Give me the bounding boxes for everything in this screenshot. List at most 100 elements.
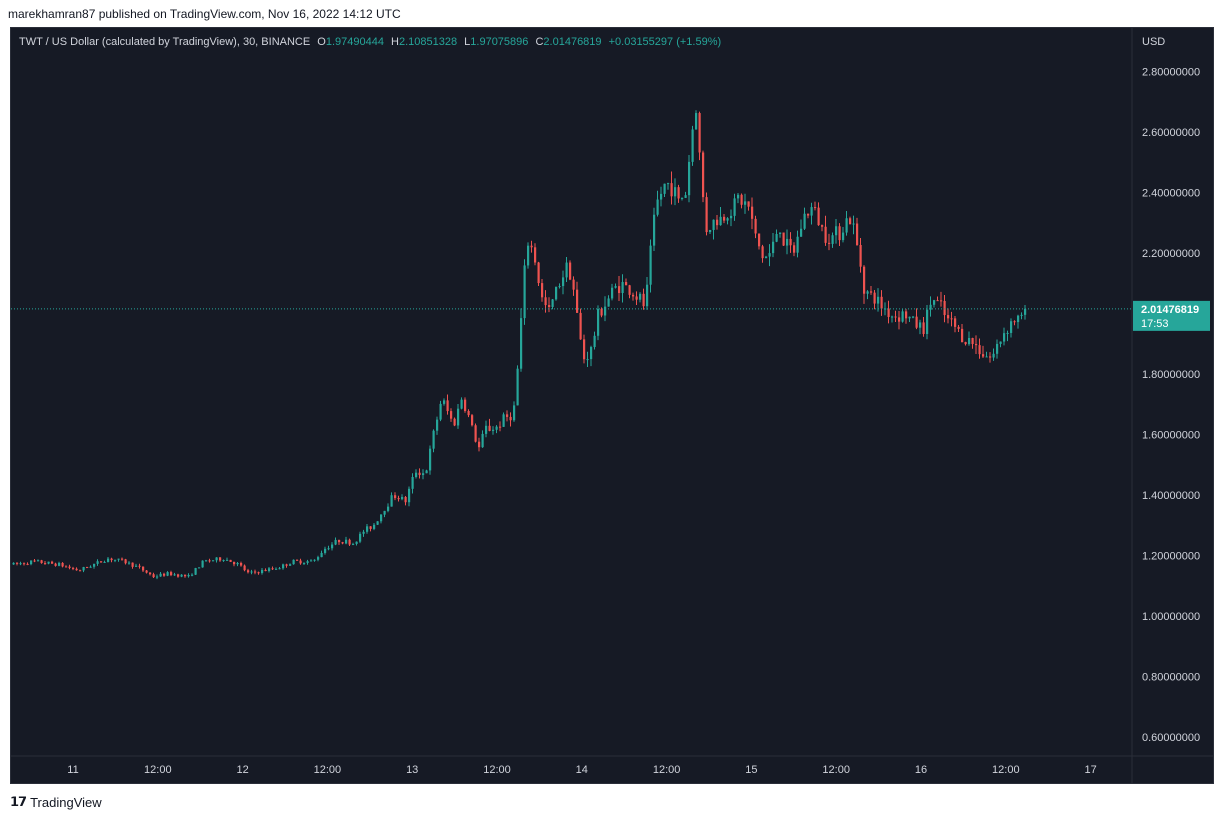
candle-body xyxy=(660,193,663,200)
candlestick-chart[interactable]: USD 2.80000000 2.60000000 2.40000000 2.20000… xyxy=(11,28,1213,783)
candle-body xyxy=(758,233,761,247)
candle-body xyxy=(502,414,505,427)
candle-body xyxy=(915,316,918,328)
y-tick-label: 1.00000000 xyxy=(1142,611,1200,623)
candle-body xyxy=(65,566,68,568)
candle-body xyxy=(191,574,194,576)
x-tick-label: 14 xyxy=(576,764,588,776)
candle-body xyxy=(348,539,351,545)
candle-body xyxy=(1017,315,1020,323)
candle-body xyxy=(138,565,141,567)
candle-body xyxy=(418,472,421,476)
candle-body xyxy=(114,559,117,561)
candle-body xyxy=(397,498,400,500)
candle-body xyxy=(628,285,631,295)
candle-body xyxy=(149,572,152,575)
last-price-value: 2.01476819 xyxy=(1141,304,1199,316)
open-label: O xyxy=(317,36,326,48)
candle-body xyxy=(894,316,897,318)
candle-body xyxy=(600,308,603,316)
candle-body xyxy=(863,266,866,294)
candle-body xyxy=(800,228,803,237)
candle-body xyxy=(334,539,337,545)
candle-body xyxy=(688,161,691,196)
candle-body xyxy=(415,472,418,477)
candle-body xyxy=(474,425,477,442)
open-value: 1.97490444 xyxy=(325,36,384,48)
candle-body xyxy=(513,405,516,421)
candle-body xyxy=(950,318,953,320)
candle-body xyxy=(632,294,635,297)
candle-body xyxy=(222,560,225,562)
candle-body xyxy=(79,570,82,572)
chart-panel[interactable]: USD 2.80000000 2.60000000 2.40000000 2.20000… xyxy=(10,27,1214,784)
y-tick-label: 0.60000000 xyxy=(1142,732,1200,744)
candle-body xyxy=(985,356,988,358)
candle-body xyxy=(586,359,589,361)
candle-body xyxy=(142,566,145,571)
candle-body xyxy=(548,305,551,307)
candle-body xyxy=(842,232,845,241)
candle-body xyxy=(677,187,680,199)
x-tick-label: 12:00 xyxy=(314,764,342,776)
candle-body xyxy=(362,531,365,534)
candle-body xyxy=(698,113,701,153)
candle-body xyxy=(607,298,610,307)
candle-body xyxy=(828,242,831,244)
candle-body xyxy=(891,316,894,318)
x-tick-label: 12:00 xyxy=(144,764,172,776)
candle-body xyxy=(590,347,593,360)
tradingview-logo[interactable]: 𝟭𝟳 TradingView xyxy=(10,794,102,810)
candle-body xyxy=(681,197,684,199)
candle-body xyxy=(940,300,943,302)
candle-body xyxy=(999,341,1002,344)
candle-body xyxy=(614,286,617,288)
candle-body xyxy=(597,308,600,336)
candle-body xyxy=(772,241,775,254)
candle-body xyxy=(457,408,460,426)
candle-body xyxy=(684,195,687,198)
candle-body xyxy=(695,113,698,130)
chart-legend: TWT / US Dollar (calculated by TradingVi… xyxy=(19,36,721,48)
candle-body xyxy=(58,562,61,566)
candle-body xyxy=(54,563,57,566)
candle-body xyxy=(271,568,274,570)
candle-body xyxy=(831,235,834,244)
candle-body xyxy=(460,399,463,409)
candle-body xyxy=(292,559,295,565)
candle-body xyxy=(786,238,789,246)
candle-body xyxy=(642,293,645,307)
candle-body xyxy=(467,410,470,416)
low-value: 1.97075896 xyxy=(470,36,529,48)
candle-body xyxy=(856,223,859,245)
candle-body xyxy=(380,514,383,522)
candle-body xyxy=(723,216,726,221)
candle-body xyxy=(355,541,358,544)
candle-body xyxy=(135,565,138,567)
candle-body xyxy=(390,495,393,507)
candle-body xyxy=(313,559,316,561)
candle-body xyxy=(1013,321,1016,323)
candle-body xyxy=(744,201,747,205)
candle-body xyxy=(446,400,449,412)
candle-body xyxy=(611,287,614,299)
candle-body xyxy=(93,563,96,567)
candle-body xyxy=(26,563,29,565)
y-tick-label: 1.20000000 xyxy=(1142,550,1200,562)
candle-body xyxy=(100,561,103,563)
candle-body xyxy=(187,575,190,577)
candle-body xyxy=(170,572,173,576)
candle-body xyxy=(982,354,985,357)
candle-body xyxy=(569,262,572,280)
tradingview-logo-text: TradingView xyxy=(30,794,102,810)
candle-body xyxy=(912,316,915,318)
y-tick-label: 1.80000000 xyxy=(1142,369,1200,381)
candle-body xyxy=(425,470,428,474)
candle-body xyxy=(541,283,544,298)
candle-body xyxy=(705,197,708,233)
candle-body xyxy=(436,419,439,431)
candle-body xyxy=(310,560,313,562)
candle-body xyxy=(817,207,820,226)
candle-body xyxy=(394,495,397,499)
symbol-title[interactable]: TWT / US Dollar (calculated by TradingVi… xyxy=(19,36,311,48)
